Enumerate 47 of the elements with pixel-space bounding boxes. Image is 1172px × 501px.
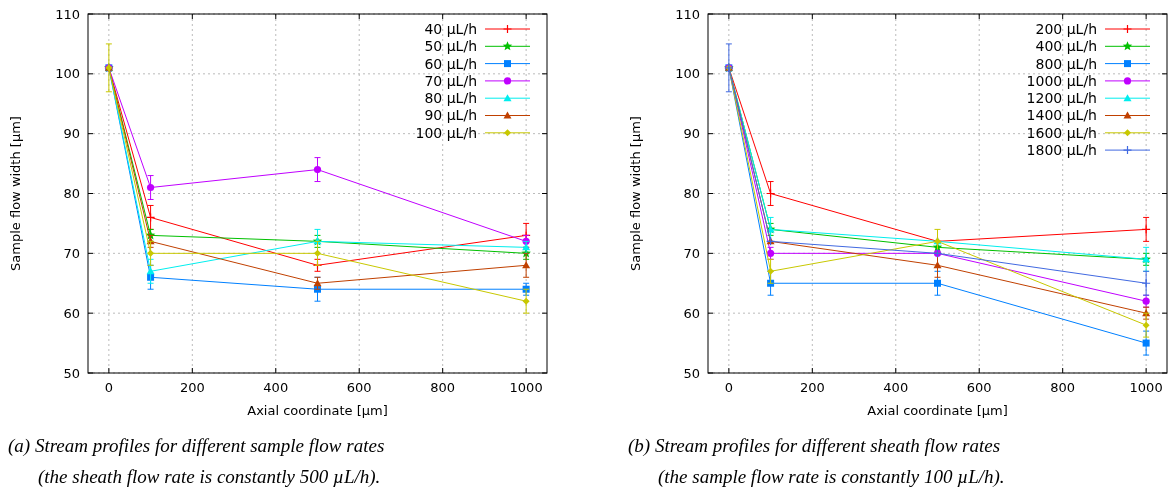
y-tick-label: 110 [675, 6, 700, 22]
legend-label: 1600 µL/h [1026, 124, 1097, 141]
legend-label: 100 µL/h [415, 124, 477, 141]
legend-label: 90 µL/h [424, 107, 477, 124]
y-tick-label: 110 [55, 6, 80, 22]
legend-label: 1000 µL/h [1026, 72, 1097, 89]
y-tick-label: 100 [675, 66, 700, 82]
legend-label: 70 µL/h [424, 72, 477, 89]
x-tick-label: 0 [724, 380, 733, 395]
y-tick-label: 70 [63, 245, 80, 261]
x-tick-label: 600 [346, 380, 372, 395]
legend-label: 50 µL/h [424, 38, 477, 55]
x-tick-label: 400 [883, 380, 909, 395]
legend-label: 800 µL/h [1035, 55, 1097, 72]
legend-label: 40 µL/h [424, 20, 477, 37]
y-tick-label: 80 [63, 186, 80, 202]
y-tick-label: 90 [683, 126, 700, 142]
x-tick-label: 200 [179, 380, 205, 395]
y-tick-label: 70 [683, 245, 700, 261]
y-tick-label: 80 [683, 186, 700, 202]
legend-label: 60 µL/h [424, 55, 477, 72]
x-axis-title: Axial coordinate [µm] [867, 403, 1008, 418]
y-tick-label: 100 [55, 66, 80, 82]
y-axis-title: Sample flow width [µm] [8, 116, 23, 271]
y-tick-label: 90 [63, 126, 80, 142]
x-tick-label: 1000 [1129, 380, 1163, 395]
y-axis-title: Sample flow width [µm] [628, 116, 643, 271]
x-tick-label: 600 [966, 380, 992, 395]
legend-label: 200 µL/h [1035, 20, 1097, 37]
x-tick-label: 800 [430, 380, 456, 395]
legend-label: 1200 µL/h [1026, 90, 1097, 107]
text: (a) Stream profiles for different sample flow rates (the sheath flow rate is constantly 500 µL/h). [8, 435, 385, 488]
legend-label: 1800 µL/h [1026, 142, 1097, 158]
text: (b) Stream profiles for different sheath flow rates (the sample flow rate is constantly 100 µL/h). [628, 435, 1005, 488]
x-tick-label: 1000 [509, 380, 543, 395]
x-tick-label: 400 [263, 380, 289, 395]
y-tick-label: 50 [63, 365, 80, 381]
legend-label: 400 µL/h [1035, 38, 1097, 55]
x-tick-label: 800 [1050, 380, 1076, 395]
legend-label: 1400 µL/h [1026, 107, 1097, 124]
x-axis-title: Axial coordinate [µm] [247, 403, 388, 418]
legend-label: 80 µL/h [424, 90, 477, 107]
y-tick-label: 60 [63, 305, 80, 321]
y-tick-label: 50 [683, 365, 700, 381]
x-tick-label: 0 [104, 380, 113, 395]
y-tick-label: 60 [683, 305, 700, 321]
x-tick-label: 200 [799, 380, 825, 395]
